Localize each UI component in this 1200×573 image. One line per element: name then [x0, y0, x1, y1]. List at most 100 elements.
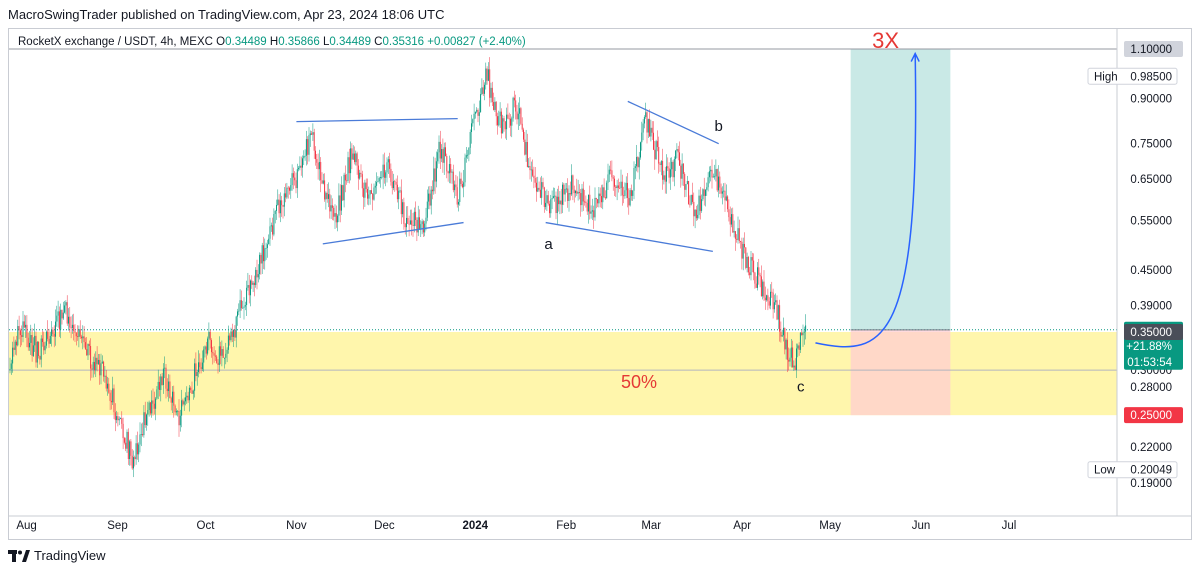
- candle-body: [182, 400, 184, 405]
- low-label: L: [322, 36, 330, 48]
- candle-body: [681, 163, 683, 179]
- price-chart[interactable]: 50% 3X a b c 0.90000 0.75000 0.65000 0.55000 0.45…: [9, 29, 1191, 539]
- candle-body: [303, 155, 305, 159]
- candle-body: [452, 171, 454, 191]
- candle-body: [628, 197, 630, 206]
- candle-body: [360, 172, 362, 175]
- candle-body: [380, 177, 381, 179]
- x-tick-label: Nov: [286, 520, 307, 532]
- candle-body: [32, 345, 34, 356]
- candle-body: [429, 193, 431, 206]
- candle-body: [487, 69, 489, 81]
- candle-body: [582, 188, 584, 202]
- tradingview-footer: TradingView: [8, 548, 106, 563]
- candle-body: [776, 300, 778, 320]
- candle-body: [801, 332, 803, 336]
- candle-body: [78, 329, 80, 337]
- candle-body: [510, 118, 511, 126]
- candle-body: [342, 185, 344, 201]
- candle-body: [539, 189, 541, 198]
- candle-body: [30, 335, 32, 343]
- candle-body: [140, 434, 142, 435]
- candle-body: [73, 324, 75, 331]
- candle-body: [374, 185, 376, 188]
- candle-body: [720, 187, 722, 194]
- candle-body: [291, 173, 293, 186]
- candle-body: [655, 141, 657, 160]
- candle-body: [766, 295, 768, 301]
- candle-body: [610, 169, 612, 171]
- candle-body: [408, 223, 410, 225]
- candle-body: [27, 337, 29, 348]
- candle-body: [799, 332, 801, 350]
- candle-body: [148, 402, 150, 411]
- target-multiple-label: 3X: [872, 29, 899, 53]
- candle-body: [16, 341, 17, 346]
- candle-body: [324, 180, 326, 200]
- candle-body: [17, 326, 19, 346]
- candle-body: [607, 174, 609, 183]
- candle-body: [391, 181, 393, 189]
- candle-body: [785, 339, 787, 350]
- candle-body: [220, 346, 222, 356]
- price-badge-value: 0.35000: [1130, 327, 1172, 339]
- candle-body: [114, 412, 116, 421]
- candle-body: [629, 190, 631, 206]
- candle-body: [651, 127, 653, 133]
- candle-body: [261, 245, 263, 264]
- candle-body: [253, 282, 255, 285]
- candle-body: [578, 192, 580, 194]
- candle-body: [125, 442, 127, 449]
- candle-body: [494, 101, 496, 110]
- candle-body: [69, 316, 71, 328]
- candle-body: [83, 336, 85, 343]
- candle-body: [112, 388, 114, 403]
- chart-frame[interactable]: 50% 3X a b c 0.90000 0.75000 0.65000 0.55000 0.45…: [8, 28, 1192, 540]
- candle-body: [44, 345, 46, 351]
- candle-body: [526, 142, 528, 168]
- candle-body: [47, 331, 49, 339]
- candle-body: [439, 141, 441, 159]
- candle-body: [473, 113, 475, 120]
- candle-body: [714, 176, 716, 178]
- candle-body: [403, 202, 405, 224]
- candle-body: [636, 157, 638, 167]
- candle-body: [442, 149, 444, 163]
- candle-body: [446, 156, 448, 172]
- candle-body: [130, 441, 132, 456]
- candle-body: [569, 193, 571, 195]
- zone-percent-label: 50%: [621, 372, 657, 392]
- candle-body: [348, 157, 350, 174]
- candle-body: [746, 256, 748, 268]
- candle-body: [450, 164, 452, 173]
- candle-body: [706, 187, 708, 190]
- candle-body: [181, 400, 183, 416]
- symbol-title[interactable]: RocketX exchange / USDT, 4h, MEXC: [18, 36, 213, 48]
- candle-body: [666, 166, 667, 182]
- candle-body: [663, 175, 665, 180]
- brand-name: TradingView: [34, 548, 106, 563]
- candle-body: [688, 181, 690, 205]
- candle-body: [152, 400, 154, 404]
- candle-body: [407, 217, 409, 224]
- candle-body: [755, 283, 757, 288]
- candle-body: [499, 111, 501, 117]
- candle-body: [612, 177, 614, 179]
- candle-body: [784, 327, 786, 350]
- candle-body: [400, 190, 402, 215]
- candle-body: [458, 201, 459, 205]
- candle-body: [560, 200, 562, 205]
- candle-body: [274, 210, 276, 215]
- candle-body: [604, 197, 606, 199]
- candle-body: [432, 189, 433, 192]
- candle-body: [715, 169, 717, 177]
- candle-body: [736, 238, 738, 240]
- candle-body: [590, 211, 592, 214]
- candle-body: [333, 207, 335, 217]
- candle-body: [26, 324, 28, 338]
- candle-body: [136, 443, 138, 455]
- candle-body: [435, 161, 437, 182]
- candle-body: [92, 361, 94, 370]
- candle-body: [482, 87, 484, 94]
- candle-body: [40, 338, 42, 360]
